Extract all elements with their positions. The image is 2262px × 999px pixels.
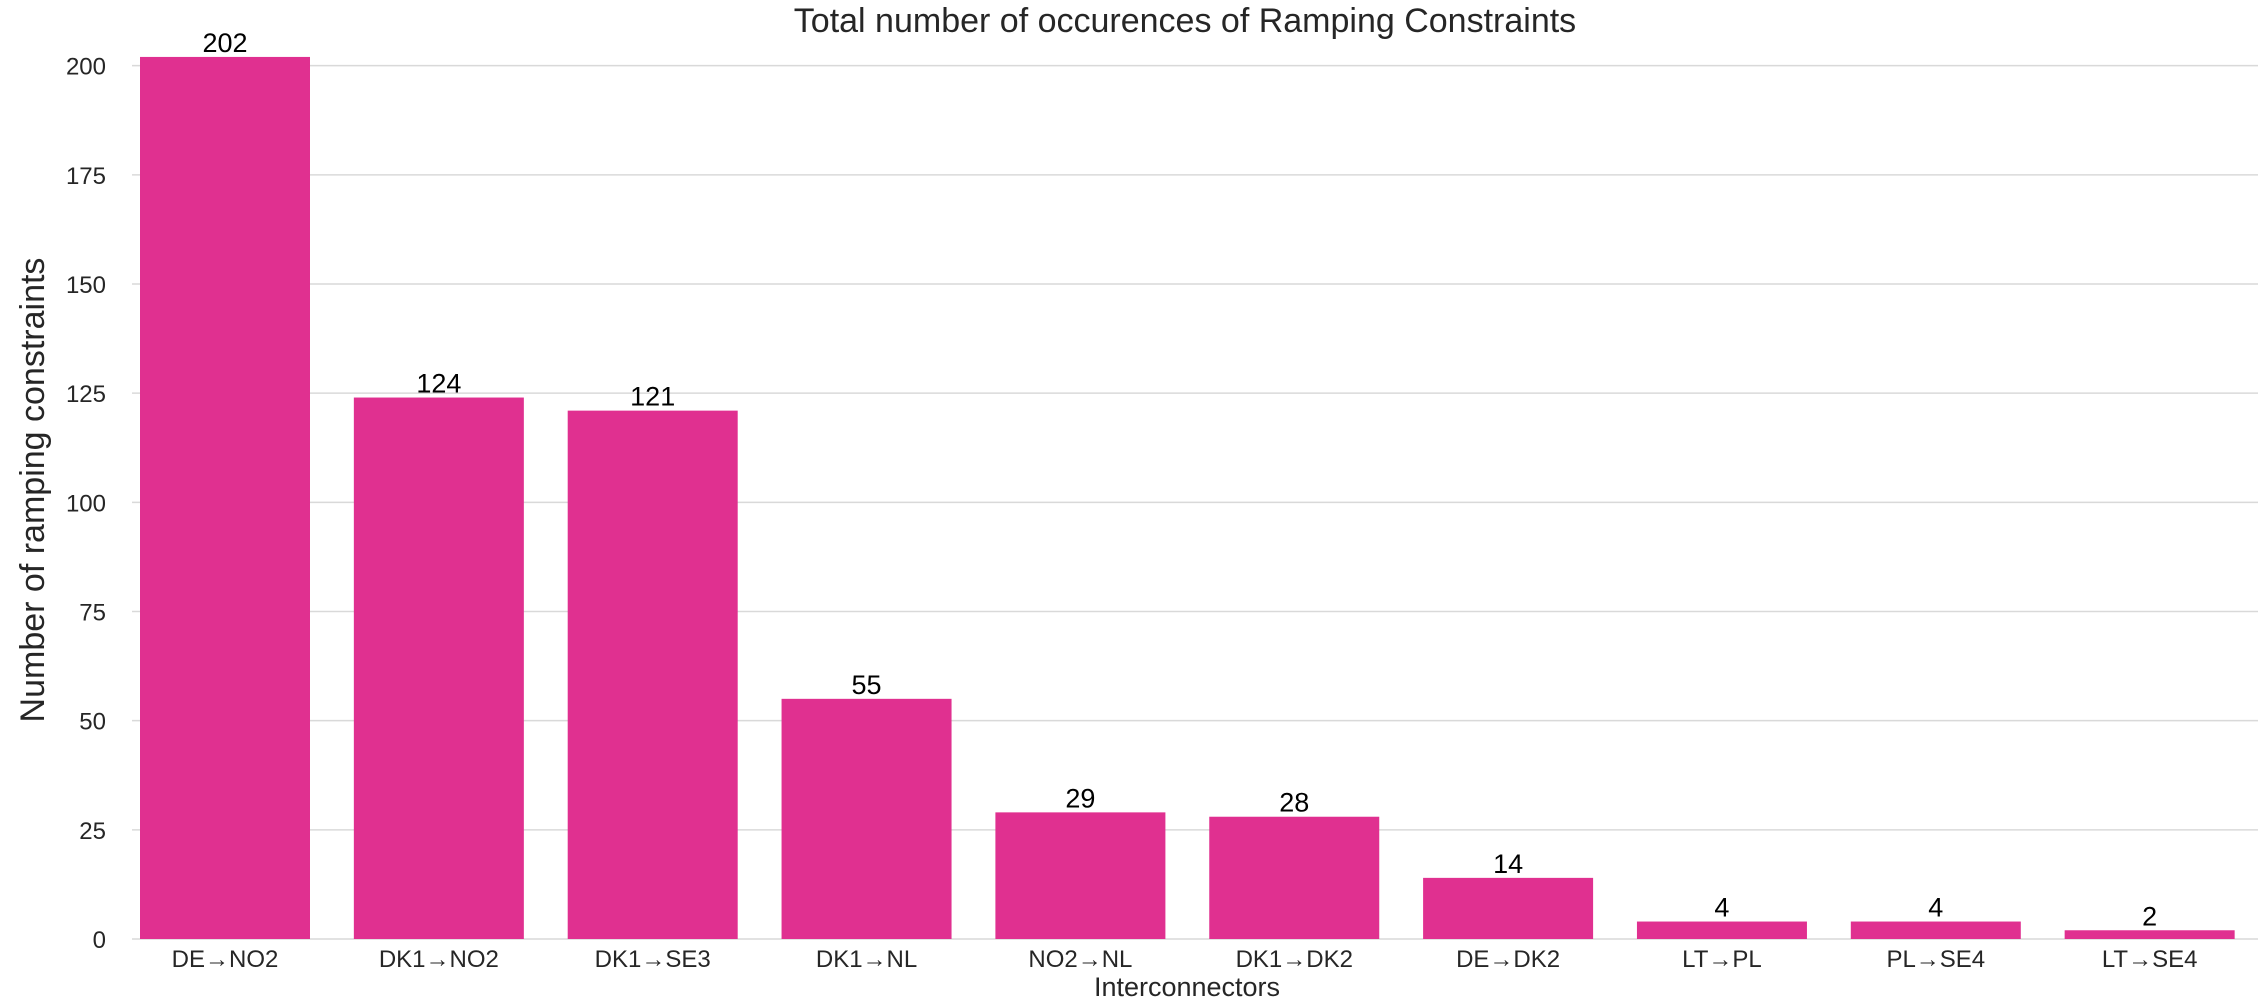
bar-value-labels: 202 124 121 55 29 28 14 4 4 2	[202, 28, 2157, 931]
x-tick-label: DK1→NL	[816, 946, 917, 973]
x-axis-label: Interconnectors	[1094, 972, 1280, 999]
bar	[1850, 921, 2021, 939]
y-tick-labels: 0 25 50 75 100 125 150 175 200	[66, 54, 106, 954]
x-tick-label: PL→SE4	[1886, 946, 1985, 973]
x-tick-label: DE→DK2	[1456, 946, 1560, 973]
bar	[781, 698, 952, 939]
bar-value-label: 28	[1279, 788, 1309, 818]
bar-value-label: 124	[416, 369, 461, 399]
y-tick-label: 125	[66, 381, 106, 408]
bar-value-label: 2	[2142, 901, 2157, 931]
bar-value-label: 4	[1928, 893, 1943, 923]
bar	[1423, 877, 1594, 939]
y-tick-label: 50	[79, 709, 106, 736]
bar	[1636, 921, 1807, 939]
x-tick-label: DK1→NO2	[379, 946, 499, 973]
bar-value-label: 55	[852, 670, 882, 700]
bar	[140, 56, 310, 939]
chart-title: Total number of occurences of Ramping Co…	[794, 2, 1576, 40]
x-tick-label: DK1→SE3	[595, 946, 711, 973]
y-tick-label: 175	[66, 163, 106, 190]
bar	[2064, 930, 2235, 939]
y-tick-label: 0	[93, 927, 106, 954]
x-tick-label: DE→NO2	[172, 946, 279, 973]
y-tick-label: 100	[66, 490, 106, 517]
y-tick-label: 150	[66, 272, 106, 299]
y-tick-label: 25	[79, 818, 106, 845]
bar	[995, 812, 1166, 939]
bar-value-label: 14	[1493, 849, 1523, 879]
bar	[353, 397, 524, 939]
y-tick-label: 75	[79, 600, 106, 627]
bar	[1209, 816, 1380, 939]
bar-value-label: 29	[1065, 783, 1095, 813]
x-tick-label: LT→PL	[1682, 946, 1762, 973]
x-tick-label: LT→SE4	[2102, 946, 2198, 973]
bar-value-label: 121	[630, 382, 675, 412]
x-tick-label: DK1→DK2	[1236, 946, 1353, 973]
x-tick-labels: DE→NO2 DK1→NO2 DK1→SE3 DK1→NL NO2→NL DK1→DK2 D…	[172, 946, 2198, 973]
bar-value-label: 202	[202, 28, 247, 58]
bars	[140, 56, 2235, 940]
bar-value-label: 4	[1714, 893, 1729, 923]
y-tick-label: 200	[66, 54, 106, 81]
bar	[567, 410, 738, 940]
y-axis-label: Number of ramping constraints	[14, 258, 52, 723]
x-tick-label: NO2→NL	[1028, 946, 1132, 973]
